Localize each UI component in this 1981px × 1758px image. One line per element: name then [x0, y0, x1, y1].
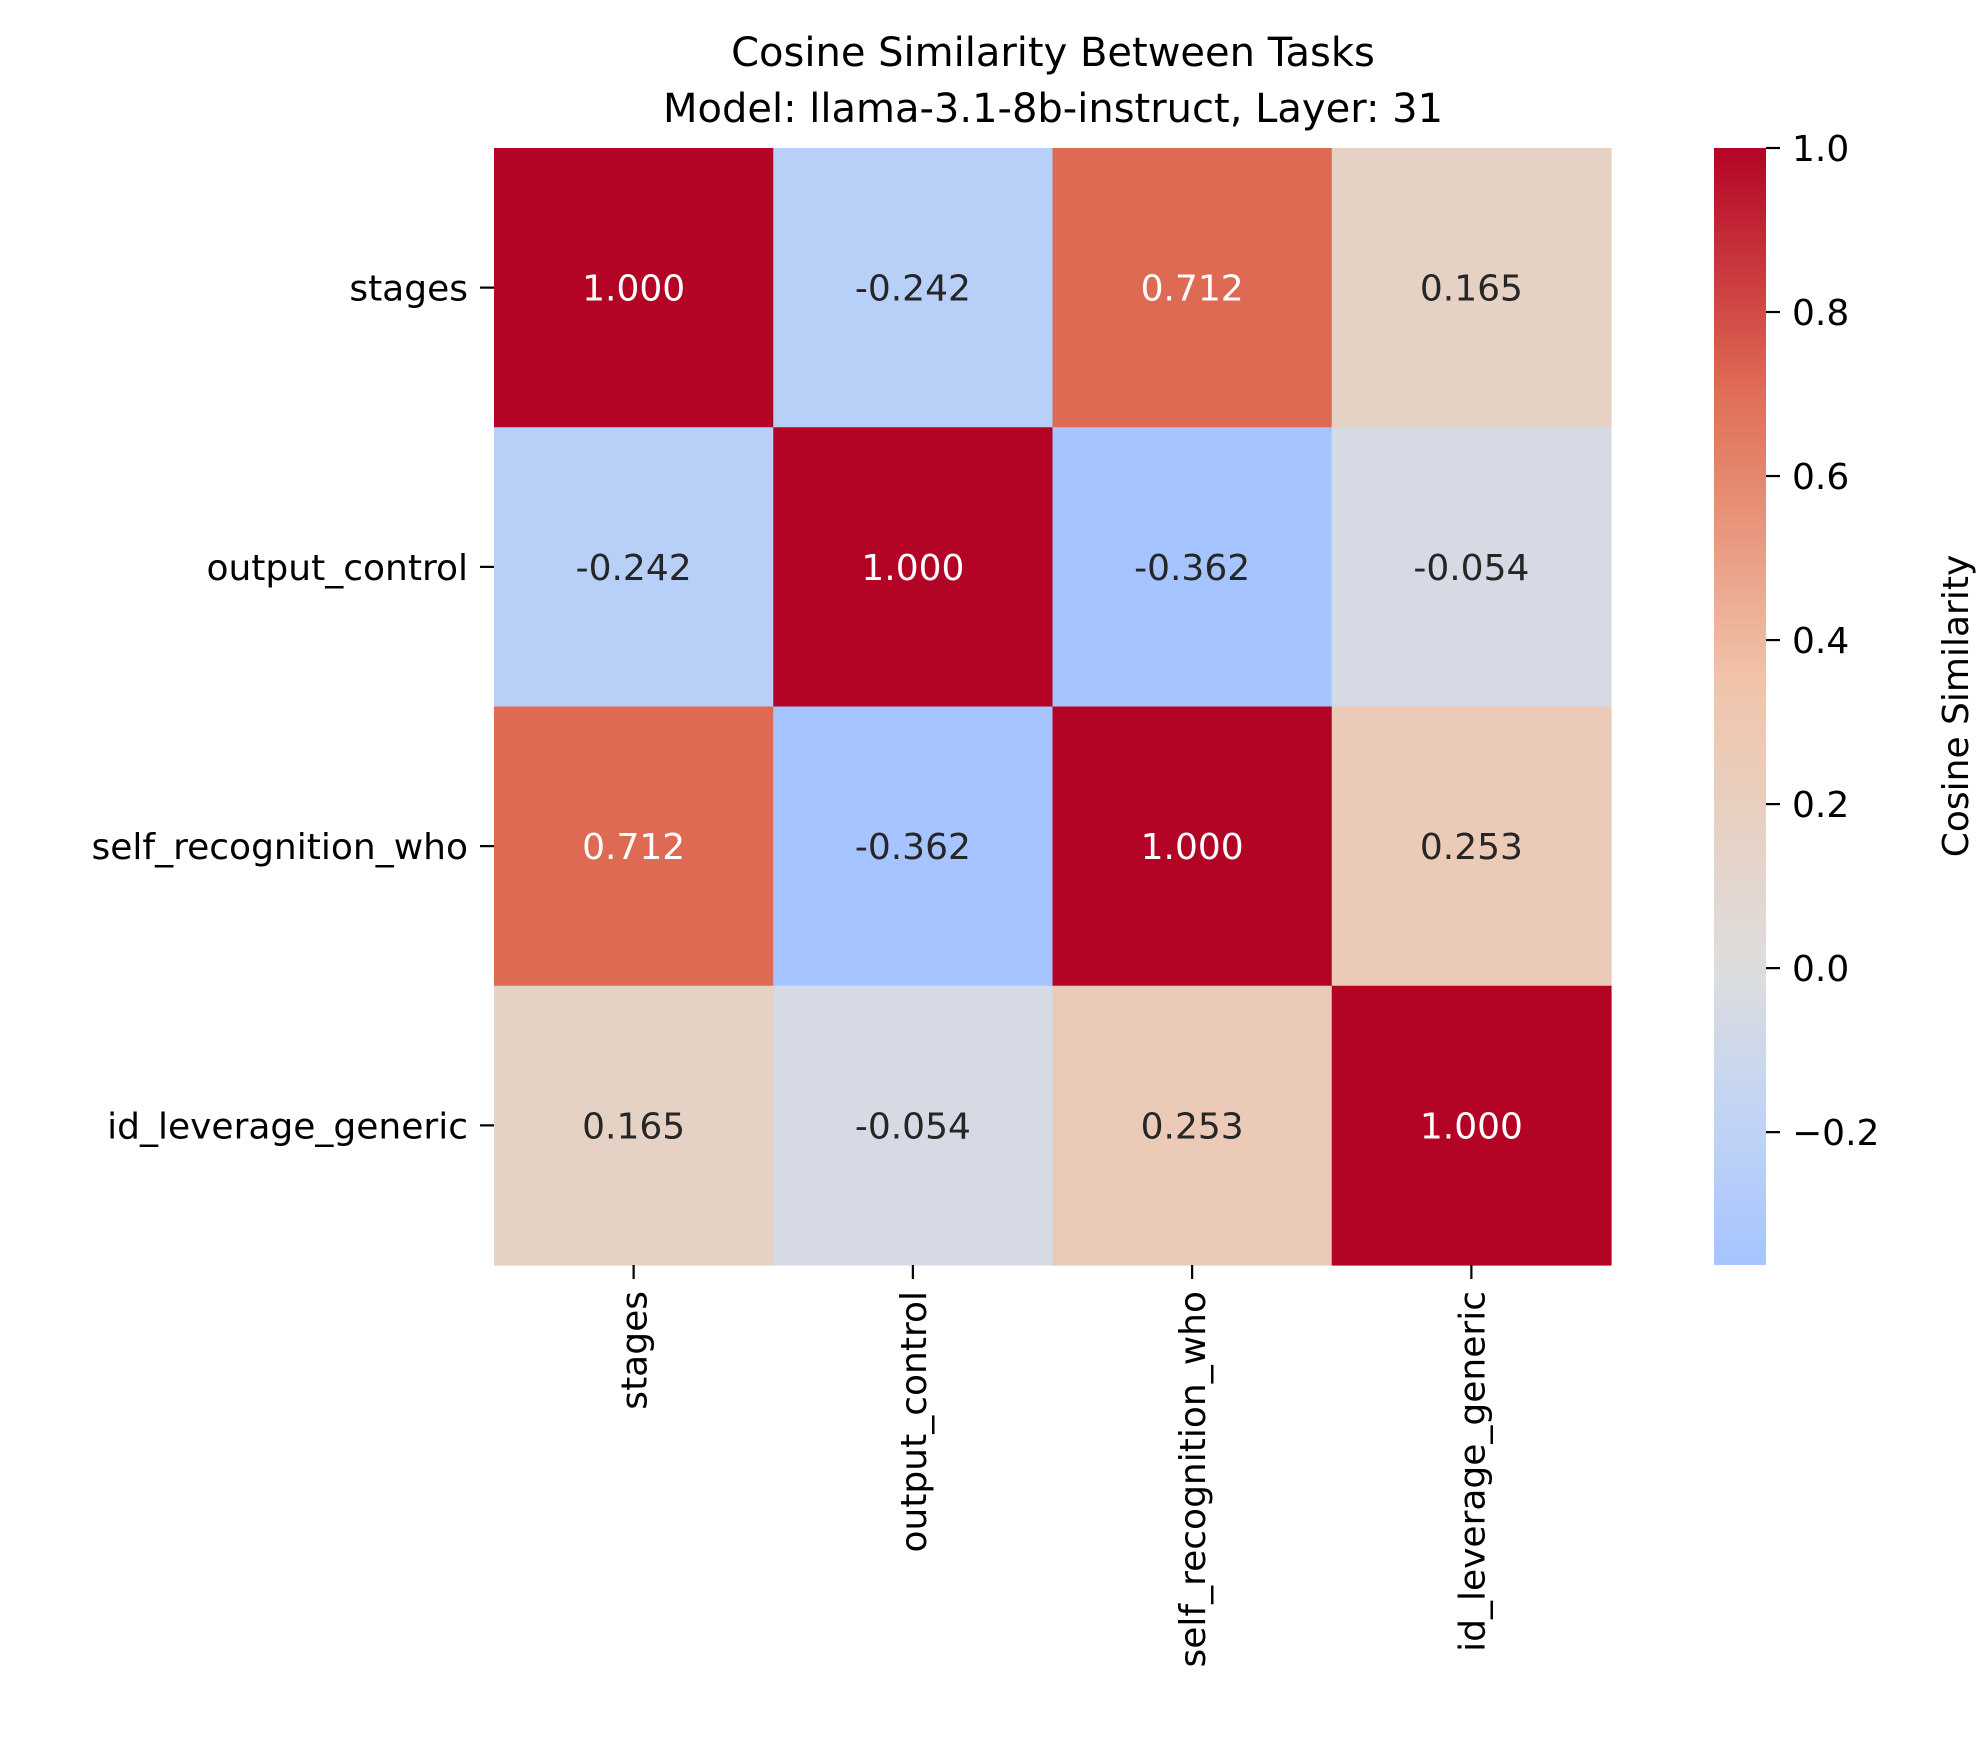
heatmap-cell	[494, 148, 774, 428]
colorbar-tick-label: 0.6	[1792, 457, 1849, 498]
y-tick-label: self_recognition_who	[92, 827, 468, 868]
chart-title: Cosine Similarity Between Tasks	[731, 30, 1375, 76]
x-tick-label: self_recognition_who	[1173, 1291, 1214, 1667]
heatmap-cell	[773, 148, 1054, 428]
heatmap-cell	[494, 706, 774, 987]
y-tick-label: stages	[349, 269, 468, 310]
cell-value-label: -0.362	[1134, 548, 1250, 589]
cell-value-label: -0.054	[1413, 548, 1529, 589]
cell-value-label: 1.000	[1420, 1106, 1523, 1147]
cell-value-label: -0.362	[855, 827, 971, 868]
cell-value-label: -0.054	[855, 1106, 971, 1147]
cell-value-label: -0.242	[576, 548, 692, 589]
heatmap-cell	[1052, 148, 1333, 428]
chart-subtitle: Model: llama-3.1-8b-instruct, Layer: 31	[663, 86, 1443, 132]
heatmap-cell	[1052, 706, 1333, 987]
heatmap-cell	[1052, 985, 1333, 1266]
heatmap-cell	[773, 427, 1054, 708]
colorbar-tick-label: 0.2	[1792, 785, 1849, 826]
cell-value-label: 0.712	[1141, 269, 1244, 310]
cell-value-label: 0.253	[1420, 827, 1523, 868]
heatmap-cells	[494, 148, 1612, 1266]
heatmap-cell	[494, 985, 774, 1266]
cell-value-label: 1.000	[1141, 827, 1244, 868]
colorbar-tick-label: 0.4	[1792, 621, 1849, 662]
cell-value-label: 0.165	[582, 1106, 685, 1147]
x-tick-label: stages	[615, 1291, 656, 1410]
x-tick-label: output_control	[894, 1291, 935, 1553]
heatmap-cell	[1331, 148, 1612, 428]
cell-value-label: -0.242	[855, 269, 971, 310]
colorbar-label: Cosine Similarity	[1936, 555, 1977, 858]
heatmap-cell	[1331, 985, 1612, 1266]
cell-value-label: 0.165	[1420, 269, 1523, 310]
x-tick-label: id_leverage_generic	[1452, 1291, 1493, 1652]
colorbar-tick-label: −0.2	[1792, 1113, 1879, 1154]
colorbar	[1714, 148, 1766, 1265]
y-tick-label: output_control	[206, 548, 468, 589]
y-axis: stages output_control self_recognition_who…	[92, 269, 494, 1147]
heatmap-cell	[773, 985, 1054, 1266]
heatmap-cell	[1331, 427, 1612, 708]
heatmap-cell	[1052, 427, 1333, 708]
heatmap-cell	[773, 706, 1054, 987]
colorbar-ticks: 1.0 0.8 0.6 0.4 0.2 0.0 −0.2	[1766, 129, 1879, 1154]
y-tick-label: id_leverage_generic	[107, 1106, 468, 1147]
cell-value-label: 1.000	[861, 548, 964, 589]
colorbar-tick-label: 0.8	[1792, 293, 1849, 334]
colorbar-tick-label: 1.0	[1792, 129, 1849, 170]
heatmap-cell	[1331, 706, 1612, 987]
x-axis: stages output_control self_recognition_who…	[615, 1265, 1493, 1667]
cell-value-label: 1.000	[582, 269, 685, 310]
cell-value-label: 0.253	[1141, 1106, 1244, 1147]
heatmap-cell	[494, 427, 774, 708]
cell-value-label: 0.712	[582, 827, 685, 868]
colorbar-tick-label: 0.0	[1792, 949, 1849, 990]
heatmap-cell-labels: 1.000 -0.242 0.712 0.165 -0.242 1.000 -0.362 -0…	[576, 269, 1530, 1148]
